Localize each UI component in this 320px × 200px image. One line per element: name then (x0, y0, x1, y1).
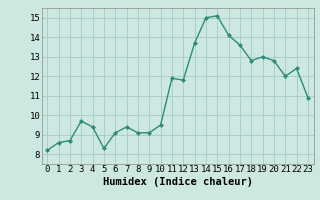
X-axis label: Humidex (Indice chaleur): Humidex (Indice chaleur) (103, 177, 252, 187)
